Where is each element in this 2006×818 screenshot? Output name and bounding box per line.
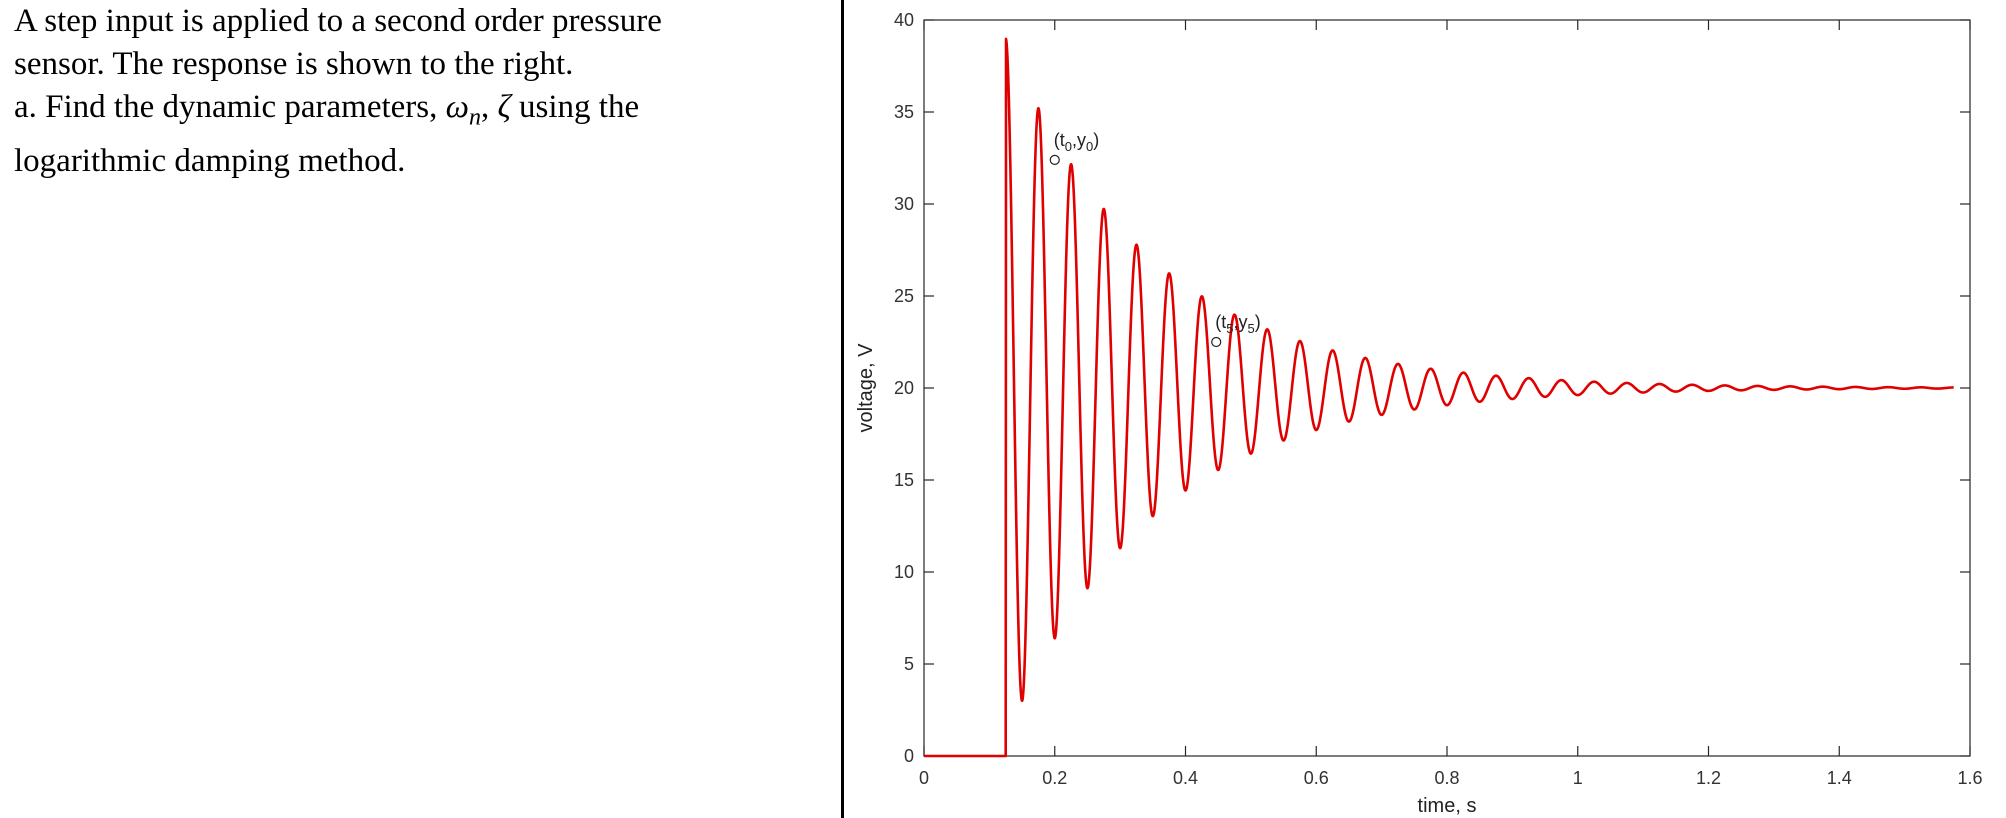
y-axis-label: voltage, V: [855, 343, 877, 433]
x-tick-label: 0.8: [1434, 768, 1459, 788]
x-axis-label: time, s: [1418, 795, 1477, 817]
annotation-label: (t0,y0): [1054, 130, 1099, 154]
x-tick-label: 1: [1573, 768, 1583, 788]
problem-line-2: sensor. The response is shown to the rig…: [14, 46, 574, 82]
x-tick-label: 1.4: [1827, 768, 1852, 788]
x-tick-label: 1.2: [1696, 768, 1721, 788]
y-tick-label: 25: [894, 286, 914, 306]
annotation-label: (t5,y5): [1215, 312, 1260, 336]
y-tick-label: 15: [894, 470, 914, 490]
problem-line-4: logarithmic damping method.: [14, 142, 406, 179]
annotation-marker: [1049, 154, 1060, 165]
problem-line-3: a. Find the dynamic parameters, ωn, ζ us…: [14, 86, 834, 140]
problem-statement: A step input is applied to a second orde…: [14, 0, 834, 183]
omega-subscript: n: [468, 104, 481, 131]
x-tick-label: 1.6: [1957, 768, 1982, 788]
x-tick-label: 0: [919, 768, 929, 788]
problem-line-1: A step input is applied to a second orde…: [14, 3, 662, 39]
y-tick-label: 5: [904, 654, 914, 674]
y-tick-label: 35: [894, 102, 914, 122]
y-tick-label: 0: [904, 746, 914, 766]
axis-tick-labels: 0 0.2 0.4 0.6 0.8 1 1.2 1.4 1.6 0 5 10 15 20 25 30 35 40: [894, 10, 1983, 788]
y-tick-label: 10: [894, 562, 914, 582]
series-line-step-response: [923, 37, 1955, 758]
omega-symbol: ω: [445, 89, 469, 125]
divider-line: [841, 0, 844, 818]
y-tick-label: 20: [894, 378, 914, 398]
x-tick-label: 0.6: [1304, 768, 1329, 788]
problem-line-3-prefix: a. Find the dynamic parameters,: [14, 89, 446, 125]
x-tick-label: 0.4: [1173, 768, 1198, 788]
y-tick-label: 30: [894, 194, 914, 214]
problem-line-3-suffix: using the: [510, 89, 640, 125]
zeta-symbol: ζ: [497, 89, 511, 125]
x-tick-label: 0.2: [1042, 768, 1067, 788]
annotation-marker: [1211, 336, 1222, 348]
chart-annotations: (t0,y0) (t5,y5): [1049, 130, 1261, 348]
y-tick-label: 40: [894, 10, 914, 30]
comma: ,: [480, 89, 498, 125]
axis-ticks: [923, 19, 1971, 757]
